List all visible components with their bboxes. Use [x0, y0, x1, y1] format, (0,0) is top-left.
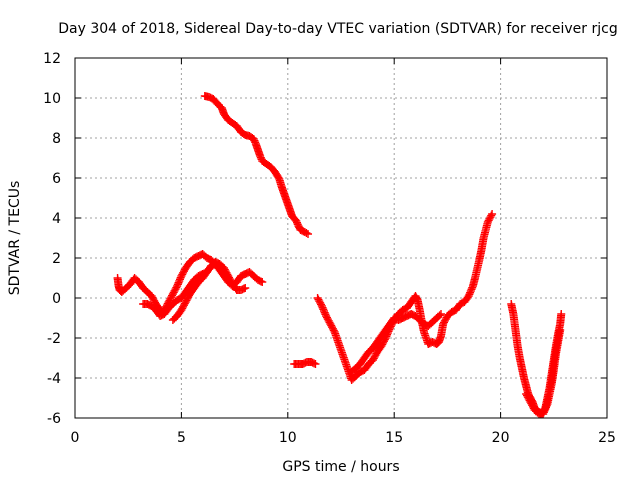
y-tick-label: 0: [52, 291, 61, 307]
chart-title: Day 304 of 2018, Sidereal Day-to-day VTE…: [58, 21, 617, 37]
data-point: [311, 360, 320, 368]
y-tick-label: 4: [52, 211, 61, 227]
x-tick-label: 0: [71, 430, 80, 446]
x-tick-label: 5: [177, 430, 186, 446]
data-point-interp: [223, 272, 232, 281]
series-seg-mid: [313, 210, 497, 384]
y-tick-label: 6: [52, 171, 61, 187]
x-tick-label: 15: [385, 430, 403, 446]
y-tick-label: 12: [43, 51, 61, 67]
x-tick-label: 25: [598, 430, 616, 446]
data-point: [557, 310, 566, 318]
plot-frame: [74, 57, 608, 419]
series-seg-high: [200, 92, 313, 238]
data-point-interp: [302, 229, 311, 237]
x-tick-label: 20: [492, 430, 510, 446]
data-point-interp: [542, 401, 551, 410]
y-tick-label: -2: [47, 331, 61, 347]
y-tick-label: 10: [43, 91, 61, 107]
data-point: [488, 210, 497, 218]
series-seg-mid-b: [347, 310, 446, 376]
series-seg-mid-small: [290, 358, 320, 368]
data-point: [304, 230, 313, 238]
y-tick-label: -4: [47, 371, 61, 387]
data-point-interp: [487, 211, 496, 220]
series-seg-late-b: [522, 326, 565, 418]
data-point: [258, 278, 267, 286]
y-axis-label: SDTVAR / TECUs: [7, 181, 23, 296]
grid-lines: [75, 58, 607, 418]
y-tick-label: 2: [52, 251, 61, 267]
series-seg-late: [507, 300, 566, 417]
x-tick-label: 10: [279, 430, 297, 446]
data-point: [241, 284, 250, 292]
data-point: [224, 274, 233, 282]
y-tick-label: 8: [52, 131, 61, 147]
axis-ticks: 0 5 10 15 20 25 -6 -4 -2 0 2 4 6 8 10 12: [43, 51, 616, 446]
data-point: [556, 326, 565, 334]
data-point: [437, 310, 446, 318]
series-seg-early-c: [168, 260, 233, 324]
data-points: [113, 92, 566, 418]
data-point-interp: [435, 311, 444, 320]
x-axis-label: GPS time / hours: [282, 459, 399, 475]
y-tick-label: -6: [47, 411, 61, 427]
